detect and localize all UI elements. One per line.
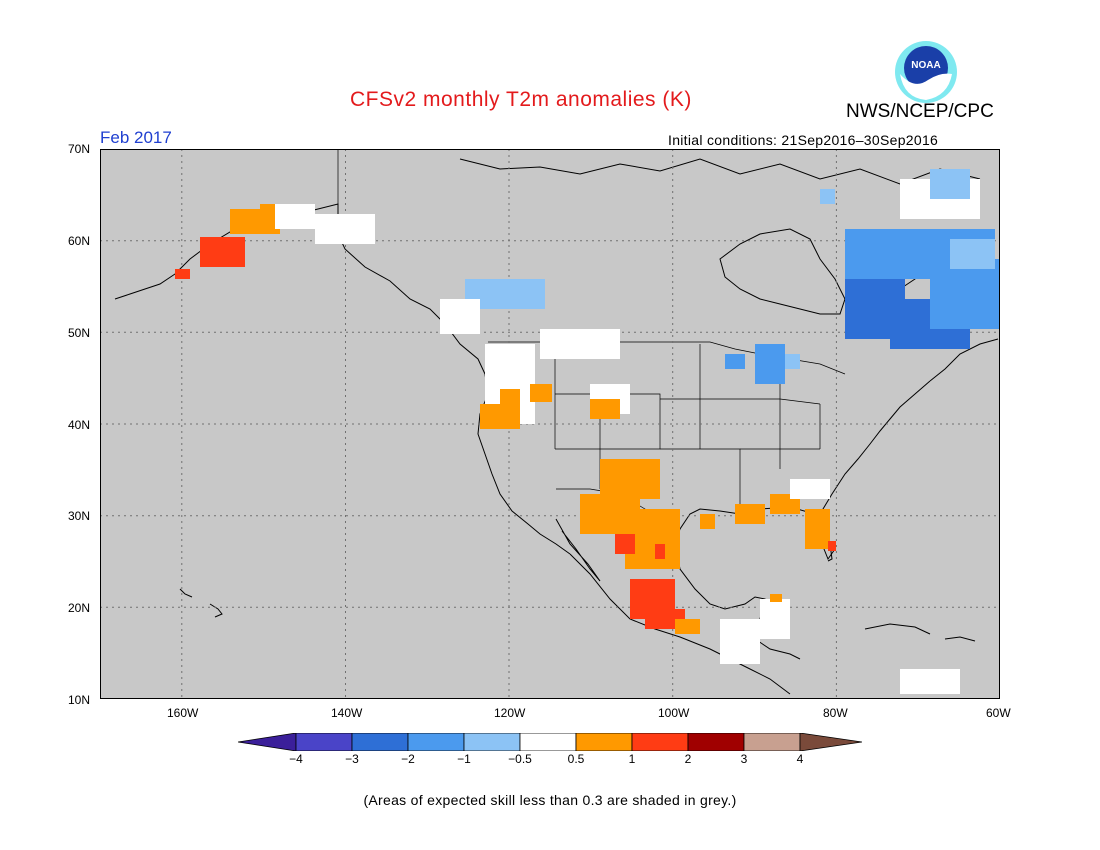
lon-label: 80W — [823, 706, 848, 720]
colorbar — [238, 733, 862, 751]
anomaly-map — [100, 149, 1000, 699]
colorbar-label: −0.5 — [508, 752, 532, 766]
colorbar-label: 2 — [684, 752, 692, 766]
svg-text:NOAA: NOAA — [911, 60, 940, 71]
lat-label: 60N — [68, 234, 91, 248]
chart-title: CFSv2 monthly T2m anomalies (K) — [350, 88, 692, 111]
initial-conditions: Initial conditions: 21Sep2016–30Sep2016 — [668, 132, 939, 148]
lat-label: 30N — [68, 509, 91, 523]
lat-label: 40N — [68, 418, 91, 432]
colorbar-label: 4 — [796, 752, 804, 766]
lat-label: 70N — [68, 142, 91, 156]
agency-label: NWS/NCEP/CPC — [846, 101, 994, 122]
lat-label: 20N — [68, 601, 91, 615]
lat-label: 10N — [68, 693, 91, 707]
colorbar-label: −1 — [457, 752, 471, 766]
footnote: (Areas of expected skill less than 0.3 a… — [363, 792, 737, 808]
colorbar-label: −3 — [345, 752, 359, 766]
lon-label: 140W — [331, 706, 363, 720]
colorbar-label: 1 — [628, 752, 636, 766]
lat-label: 50N — [68, 326, 91, 340]
colorbar-label: 3 — [740, 752, 748, 766]
colorbar-label: −2 — [401, 752, 415, 766]
anomaly-shading — [175, 169, 1000, 694]
lon-label: 120W — [494, 706, 526, 720]
colorbar-label: −4 — [289, 752, 303, 766]
lon-label: 160W — [167, 706, 199, 720]
forecast-month: Feb 2017 — [100, 128, 172, 147]
colorbar-label: 0.5 — [567, 752, 585, 766]
noaa-logo: NOAA — [895, 41, 957, 103]
lon-label: 100W — [658, 706, 690, 720]
lon-label: 60W — [986, 706, 1011, 720]
